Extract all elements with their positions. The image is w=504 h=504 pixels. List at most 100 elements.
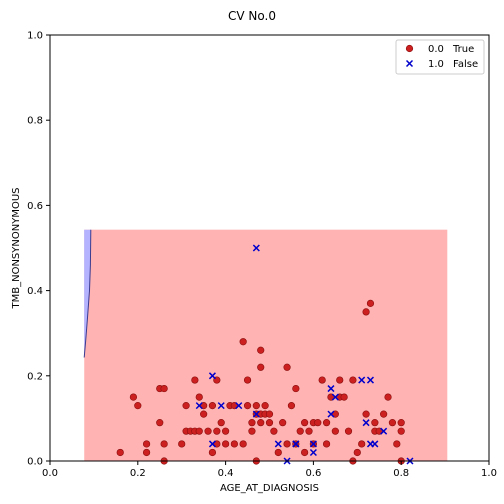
point-true xyxy=(270,427,278,435)
point-true xyxy=(257,346,265,354)
point-false xyxy=(327,385,335,393)
point-true xyxy=(344,427,353,435)
point-true xyxy=(239,440,247,448)
point-true xyxy=(213,427,221,435)
point-true xyxy=(331,410,339,418)
point-true xyxy=(287,402,296,410)
point-true xyxy=(261,402,269,410)
region-class-0 xyxy=(84,229,448,461)
point-true xyxy=(393,440,401,448)
y-axis: 0.0 0.2 0.4 0.6 0.8 1.0 xyxy=(27,31,50,468)
y-tick-label: 0.0 xyxy=(27,457,43,468)
point-true xyxy=(265,419,274,427)
legend-false-class: 1.0 xyxy=(428,59,444,70)
y-tick-label: 1.0 xyxy=(27,31,43,42)
y-axis-label: TMB_NONSYNONYMOUS xyxy=(11,188,22,310)
point-true xyxy=(248,419,256,427)
point-true xyxy=(217,419,225,427)
point-true xyxy=(274,448,282,457)
decision-boundary xyxy=(83,229,92,358)
point-false xyxy=(371,440,379,448)
legend-true-class: 0.0 xyxy=(428,44,444,55)
point-false xyxy=(217,402,225,410)
point-true xyxy=(388,419,397,427)
point-true xyxy=(327,393,335,401)
point-true xyxy=(279,419,287,427)
legend-box xyxy=(395,39,485,75)
point-true xyxy=(353,448,361,457)
point-true xyxy=(305,427,313,435)
point-false xyxy=(362,419,370,427)
point-true xyxy=(129,393,138,401)
point-true xyxy=(230,402,238,410)
legend-true-text: True xyxy=(452,44,474,55)
point-false xyxy=(292,440,300,448)
legend-false-text: False xyxy=(453,59,478,70)
point-true xyxy=(195,393,203,401)
legend: 0.0 True 1.0 False xyxy=(395,39,485,75)
point-true xyxy=(222,427,230,435)
point-false xyxy=(358,376,366,384)
point-true xyxy=(322,440,331,448)
point-true xyxy=(301,419,309,427)
point-true xyxy=(200,402,208,410)
decision-regions xyxy=(83,229,448,461)
point-false xyxy=(331,393,339,401)
x-tick-label: 0.8 xyxy=(393,468,409,479)
point-true xyxy=(134,402,142,410)
point-false xyxy=(380,427,388,435)
y-tick-label: 0.6 xyxy=(27,201,43,212)
point-true xyxy=(301,448,309,457)
point-true xyxy=(208,402,217,410)
point-true xyxy=(340,393,348,401)
x-tick-label: 0.6 xyxy=(305,468,321,479)
y-tick-label: 0.4 xyxy=(27,286,43,297)
point-true xyxy=(160,440,168,448)
point-true xyxy=(296,427,304,435)
point-true xyxy=(366,299,375,307)
point-false xyxy=(252,244,260,252)
point-true xyxy=(191,376,199,384)
point-true xyxy=(318,376,326,384)
point-true xyxy=(182,402,190,410)
x-axis: 0.0 0.2 0.4 0.6 0.8 1.0 xyxy=(42,461,497,479)
point-false xyxy=(274,440,282,448)
y-tick-label: 0.2 xyxy=(27,371,43,382)
point-true xyxy=(252,402,260,410)
point-true xyxy=(156,419,164,427)
point-true xyxy=(349,376,357,384)
point-true xyxy=(213,440,221,448)
point-true xyxy=(371,419,379,427)
point-false xyxy=(208,372,216,380)
point-true xyxy=(248,427,256,435)
point-true xyxy=(375,427,383,435)
point-true xyxy=(397,427,405,435)
point-true xyxy=(178,440,186,448)
point-true xyxy=(358,440,366,448)
point-false xyxy=(252,410,260,418)
point-true xyxy=(222,440,230,448)
point-true xyxy=(331,427,339,435)
point-false xyxy=(235,402,243,410)
point-true xyxy=(230,440,238,448)
point-false xyxy=(195,402,203,410)
point-true xyxy=(336,376,344,384)
point-true xyxy=(322,419,331,427)
point-true xyxy=(204,427,212,435)
legend-false-marker xyxy=(405,59,414,68)
point-false xyxy=(309,440,317,448)
point-true xyxy=(257,363,265,371)
x-tick-label: 1.0 xyxy=(481,468,497,479)
point-true xyxy=(243,376,252,384)
point-true xyxy=(239,338,247,346)
region-class-1 xyxy=(84,229,91,358)
y-tick-label: 0.8 xyxy=(27,116,43,127)
x-axis-label: AGE_AT_DIAGNOSIS xyxy=(220,483,319,494)
point-true xyxy=(160,384,168,393)
point-true xyxy=(283,440,291,448)
point-true xyxy=(208,448,217,457)
point-false xyxy=(208,440,216,448)
point-true xyxy=(314,419,322,427)
point-true xyxy=(362,308,370,316)
